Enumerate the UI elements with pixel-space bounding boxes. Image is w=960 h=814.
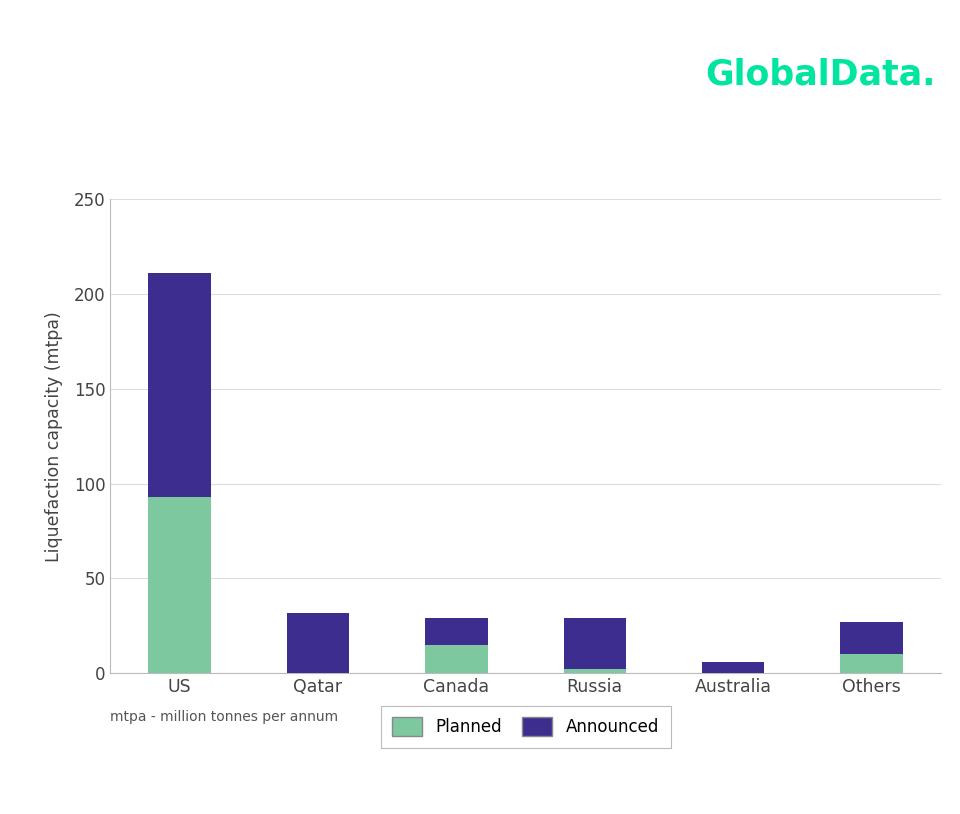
- Text: Source: GlobalData, Oil and Gas Intelligence Center: Source: GlobalData, Oil and Gas Intellig…: [24, 764, 612, 784]
- Legend: Planned, Announced: Planned, Announced: [380, 706, 671, 748]
- Y-axis label: Liquefaction capacity (mtpa): Liquefaction capacity (mtpa): [45, 311, 62, 562]
- Bar: [564, 669, 626, 673]
- Bar: [149, 497, 211, 673]
- Bar: [425, 618, 488, 645]
- Bar: [149, 274, 211, 497]
- Text: GlobalData.: GlobalData.: [706, 57, 936, 91]
- Text: Planned and Announced Liquefaction
Capacity by Key Countries in Global
LNG Indus: Planned and Announced Liquefaction Capac…: [24, 37, 474, 112]
- Bar: [840, 622, 902, 654]
- Text: mtpa - million tonnes per annum: mtpa - million tonnes per annum: [110, 711, 339, 724]
- Bar: [425, 645, 488, 673]
- Bar: [840, 654, 902, 673]
- Bar: [287, 613, 349, 673]
- Bar: [564, 618, 626, 669]
- Bar: [702, 662, 764, 673]
